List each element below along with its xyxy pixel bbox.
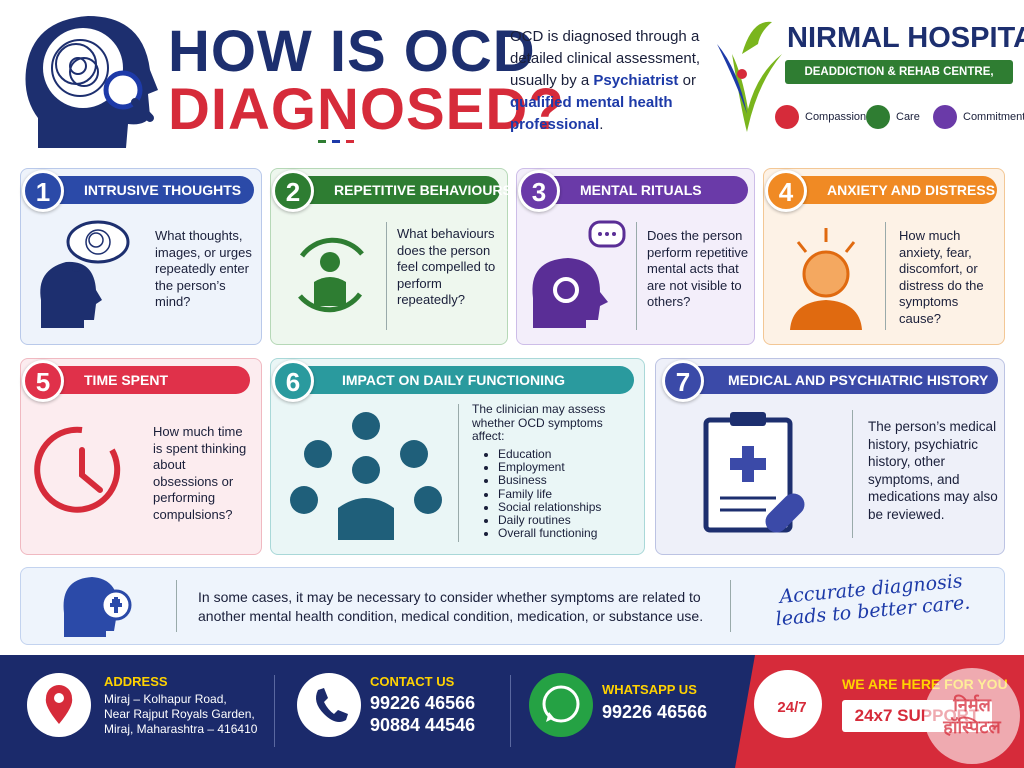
care-icon	[63, 577, 132, 637]
title: DIAGNOSED?	[168, 77, 565, 142]
clipboard-icon	[703, 412, 805, 533]
step-text: What thoughts, images, or urges repeated…	[155, 228, 252, 309]
step-text: The person’s medical history, psychiatri…	[868, 419, 998, 522]
functioning-item: Employment	[498, 461, 601, 474]
watermark: निर्मल हॉस्पिटल	[924, 668, 1020, 764]
step-number: 4	[765, 170, 807, 212]
step-number: 3	[518, 170, 560, 212]
whatsapp-icon	[529, 673, 593, 737]
step-text: The clinician may assess whether OCD sym…	[472, 402, 606, 443]
address-icon	[27, 673, 91, 737]
divider	[510, 675, 511, 747]
whatsapp-label: WHATSAPP US	[602, 682, 697, 697]
address-label: ADDRESS	[104, 674, 168, 689]
step-number: 5	[22, 360, 64, 402]
step-number: 1	[22, 170, 64, 212]
brand-tagline: DEADDICTION & REHAB CENTRE, MIRAJ	[785, 60, 1013, 102]
thought-icon	[40, 220, 130, 328]
title: HOW IS OCD	[168, 19, 536, 84]
step-text: How much time is spent thinking about ob…	[153, 424, 247, 522]
divider	[458, 404, 459, 542]
step-title: TIME SPENT	[44, 366, 250, 394]
divider	[386, 222, 387, 330]
step-number: 6	[272, 360, 314, 402]
divider	[274, 675, 275, 747]
step-title: MEDICAL AND PSYCHIATRIC HISTORY	[684, 366, 998, 394]
divider	[852, 410, 853, 538]
step-text: What behaviours does the person feel com…	[397, 226, 496, 307]
divider	[730, 580, 731, 632]
clock-icon	[34, 426, 121, 513]
functioning-item: Daily routines	[498, 513, 601, 527]
distress-icon	[790, 228, 862, 330]
step-title: IMPACT ON DAILY FUNCTIONING	[294, 366, 634, 394]
contact-phones: 99226 46566 90884 44546	[370, 693, 476, 735]
contact-label: CONTACT US	[370, 674, 455, 689]
step-number: 7	[662, 360, 704, 402]
support-icon: 24/7	[754, 670, 822, 738]
dashes	[318, 140, 354, 143]
divider	[885, 222, 886, 330]
logo	[717, 21, 782, 132]
step-number: 2	[272, 170, 314, 212]
address: Miraj – Kolhapur Road, Near Rajput Royals…	[104, 692, 258, 736]
support-icon-label: 24/7	[777, 699, 806, 716]
phone-icon	[297, 673, 361, 737]
step-text: How much anxiety, fear, discomfort, or d…	[899, 228, 984, 326]
functioning-item: Education	[498, 447, 601, 461]
functioning-item: Social relationships	[498, 500, 601, 514]
brand-name: NIRMAL HOSPITAL	[787, 22, 1024, 54]
mind-icon	[532, 220, 626, 328]
divider	[176, 580, 177, 632]
value: Care	[866, 104, 920, 130]
value: Commitment	[933, 104, 1024, 130]
step-title: ANXIETY AND DISTRESS	[787, 176, 997, 204]
step-title: INTRUSIVE THOUGHTS	[44, 176, 254, 204]
functioning-item: Business	[498, 474, 601, 487]
functioning-item: Family life	[498, 487, 601, 501]
note-box	[20, 567, 1005, 645]
step-text: Does the person perform repetitive menta…	[647, 228, 749, 309]
cycle-icon	[298, 237, 364, 313]
functioning-list: EducationEmploymentBusinessFamily lifeSo…	[474, 447, 601, 540]
note-text: In some cases, it may be necessary to co…	[198, 589, 704, 624]
functioning-item: Overall functioning	[498, 527, 601, 540]
head-icon	[25, 16, 158, 148]
value: Compassion	[775, 104, 866, 130]
functioning-icon	[290, 412, 442, 540]
intro: OCD is diagnosed through a detailed clin…	[510, 28, 701, 133]
step-title: MENTAL RITUALS	[540, 176, 748, 204]
whatsapp-phone: 99226 46566	[602, 702, 708, 722]
divider	[636, 222, 637, 330]
step-title: REPETITIVE BEHAVIOURS	[294, 176, 512, 204]
